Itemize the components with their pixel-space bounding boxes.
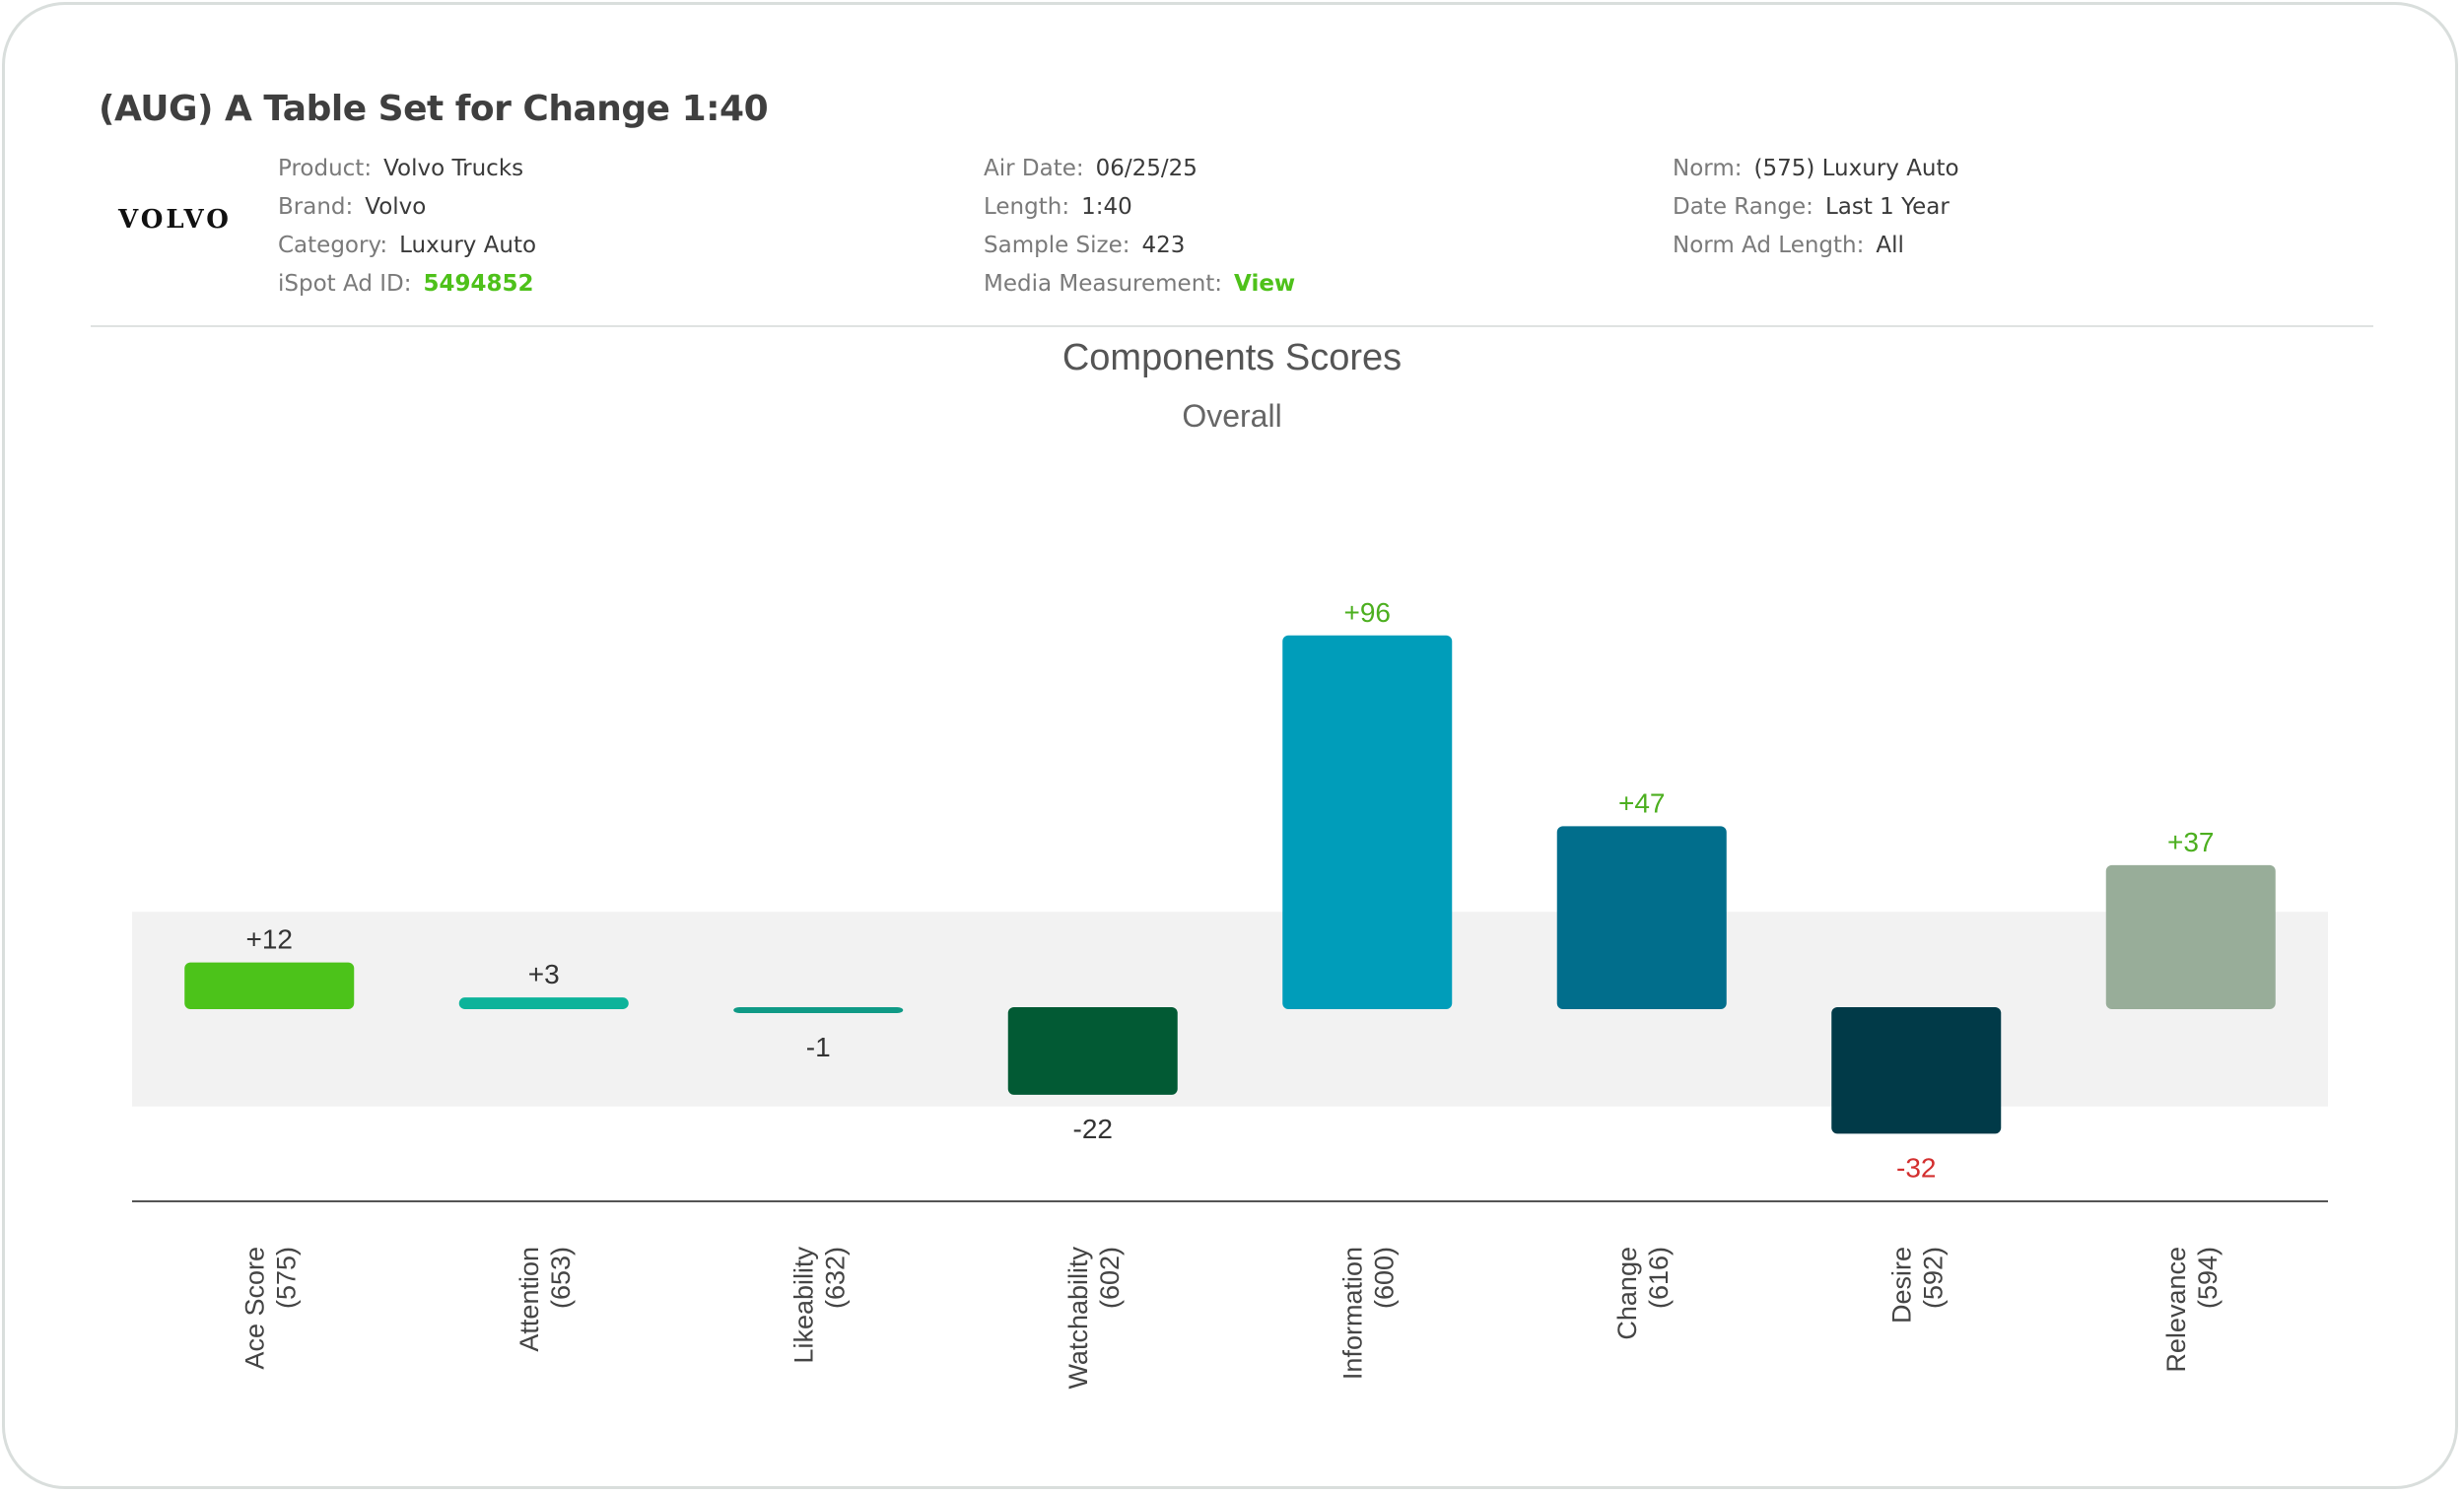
meta-value: (575) Luxury Auto <box>1753 156 1959 181</box>
x-tick-label: Desire (592) <box>1886 1247 1948 1324</box>
meta-label: Brand: <box>278 194 354 220</box>
chart-title: Components Scores <box>1061 337 1403 378</box>
meta-label: Category: <box>278 233 388 258</box>
meta-value: Luxury Auto <box>399 233 537 258</box>
meta-label: Product: <box>278 156 373 181</box>
x-tick-label: Ace Score (575) <box>240 1247 301 1370</box>
x-tick-label: Likeability (632) <box>788 1247 850 1364</box>
meta-label: Date Range: <box>1673 194 1814 220</box>
bar-relevance[interactable] <box>2105 864 2276 1009</box>
meta-column-product: Product: Volvo Trucks Brand: Volvo Categor… <box>278 150 536 304</box>
x-tick-label: Information (600) <box>1337 1247 1399 1380</box>
meta-value: 1:40 <box>1081 194 1132 220</box>
data-label: -22 <box>1073 1114 1113 1144</box>
meta-row-brand: Brand: Volvo <box>278 188 536 227</box>
x-tick-label: Change (616) <box>1612 1247 1674 1340</box>
bar-attention[interactable] <box>458 997 629 1009</box>
meta-value: 06/25/25 <box>1095 156 1198 181</box>
ad-id-link[interactable]: 5494852 <box>423 271 534 297</box>
category-count: (592) <box>1918 1247 1948 1309</box>
meta-label: Media Measurement: <box>984 271 1223 297</box>
meta-column-airing: Air Date: 06/25/25 Length: 1:40 Sample Siz… <box>984 150 1295 304</box>
meta-row-norm-ad-length: Norm Ad Length: All <box>1673 227 1959 265</box>
category-count: (594) <box>2193 1247 2223 1309</box>
meta-column-norm: Norm: (575) Luxury Auto Date Range: Last 1… <box>1673 150 1959 265</box>
meta-row-sample-size: Sample Size: 423 <box>984 227 1295 265</box>
category-name: Ace Score <box>240 1247 269 1370</box>
meta-row-norm: Norm: (575) Luxury Auto <box>1673 150 1959 188</box>
category-name: Relevance <box>2161 1247 2191 1373</box>
data-label: +37 <box>2167 827 2215 857</box>
meta-label: Norm Ad Length: <box>1673 233 1865 258</box>
bar-watchability[interactable] <box>1007 1007 1178 1095</box>
meta-row-product: Product: Volvo Trucks <box>278 150 536 188</box>
category-count: (632) <box>820 1247 850 1309</box>
bar-ace-score[interactable] <box>184 962 355 1009</box>
bar-information[interactable] <box>1282 635 1453 1009</box>
category-name: Change <box>1612 1247 1642 1340</box>
x-tick-label: Watchability (602) <box>1063 1247 1125 1390</box>
meta-row-date-range: Date Range: Last 1 Year <box>1673 188 1959 227</box>
category-name: Information <box>1337 1247 1367 1380</box>
meta-row-air-date: Air Date: 06/25/25 <box>984 150 1295 188</box>
media-measurement-view-link[interactable]: View <box>1234 271 1296 297</box>
bar-likeability[interactable] <box>733 1007 904 1013</box>
category-name: Likeability <box>788 1247 818 1364</box>
category-name: Desire <box>1886 1247 1916 1324</box>
category-name: Attention <box>514 1247 544 1352</box>
meta-label: Sample Size: <box>984 233 1130 258</box>
meta-row-media-measurement: Media Measurement: View <box>984 265 1295 304</box>
category-count: (575) <box>271 1247 301 1309</box>
meta-row-ad-id: iSpot Ad ID: 5494852 <box>278 265 536 304</box>
meta-value: 423 <box>1141 233 1186 258</box>
category-count: (616) <box>1644 1247 1674 1309</box>
data-label: +47 <box>1618 787 1666 818</box>
ad-title: (AUG) A Table Set for Change 1:40 <box>99 89 769 129</box>
meta-label: iSpot Ad ID: <box>278 271 412 297</box>
meta-value: Volvo Trucks <box>383 156 524 181</box>
meta-label: Norm: <box>1673 156 1743 181</box>
data-label: +12 <box>246 924 294 955</box>
x-tick-label: Attention (653) <box>514 1247 576 1352</box>
x-tick-label: Relevance (594) <box>2161 1247 2223 1373</box>
brand-logo: VOLVO <box>118 205 232 235</box>
header-divider <box>91 325 2373 327</box>
data-label: +96 <box>1344 597 1392 628</box>
data-label: -1 <box>806 1032 831 1062</box>
data-label: -32 <box>1896 1152 1936 1183</box>
bar-change[interactable] <box>1556 826 1727 1009</box>
meta-row-length: Length: 1:40 <box>984 188 1295 227</box>
category-count: (653) <box>546 1247 576 1309</box>
meta-value: Volvo <box>365 194 427 220</box>
meta-value: All <box>1876 233 1904 258</box>
bar-desire[interactable] <box>1831 1007 2002 1134</box>
category-count: (600) <box>1369 1247 1399 1309</box>
data-label: +3 <box>528 959 560 989</box>
category-name: Watchability <box>1063 1247 1093 1390</box>
meta-value: Last 1 Year <box>1824 194 1950 220</box>
chart-subtitle: Overall <box>1182 398 1282 434</box>
meta-label: Air Date: <box>984 156 1084 181</box>
category-count: (602) <box>1095 1247 1125 1309</box>
meta-row-category: Category: Luxury Auto <box>278 227 536 265</box>
meta-label: Length: <box>984 194 1070 220</box>
